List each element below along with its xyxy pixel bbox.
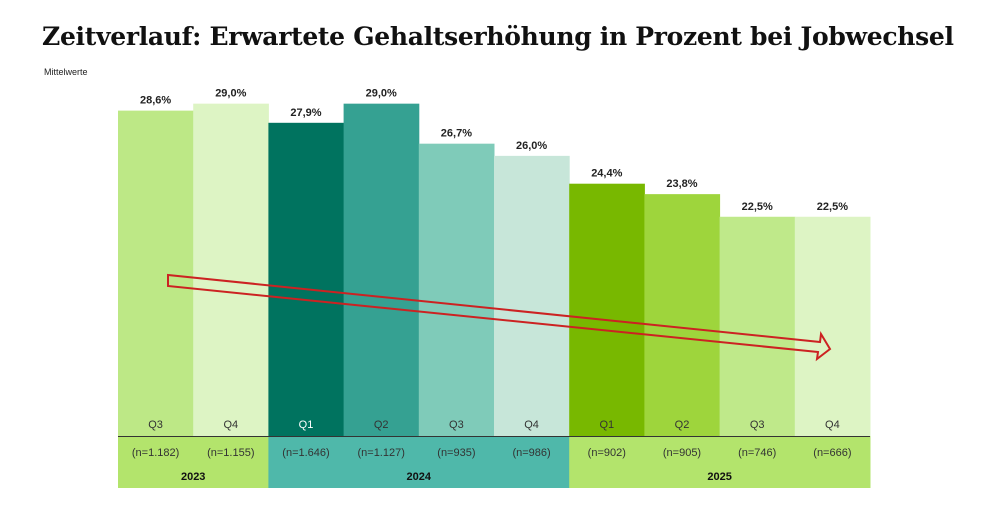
quarter-label: Q1 — [299, 419, 314, 431]
quarter-label: Q2 — [675, 419, 690, 431]
quarter-label: Q4 — [223, 419, 238, 431]
bar — [118, 110, 194, 437]
data-label: 28,6% — [140, 95, 171, 107]
sample-size-label: (n=902) — [588, 447, 626, 459]
sample-size-label: (n=1.646) — [282, 447, 329, 459]
bar — [644, 194, 721, 436]
sample-size-label: (n=1.155) — [207, 447, 254, 459]
quarter-label: Q3 — [750, 419, 765, 431]
quarter-label: Q4 — [524, 419, 539, 431]
sample-size-label: (n=1.127) — [357, 447, 404, 459]
year-band — [569, 436, 871, 488]
bar — [494, 155, 570, 437]
data-label: 27,9% — [290, 107, 321, 119]
data-label: 26,0% — [516, 140, 547, 152]
data-label: 24,4% — [591, 168, 622, 180]
bar — [418, 143, 495, 436]
year-label: 2025 — [707, 471, 731, 483]
data-label: 29,0% — [366, 88, 397, 100]
data-label: 22,5% — [817, 201, 848, 213]
data-label: 22,5% — [742, 201, 773, 213]
bar — [193, 103, 269, 436]
quarter-label: Q1 — [599, 419, 614, 431]
data-label: 26,7% — [441, 128, 472, 140]
year-label: 2023 — [181, 471, 205, 483]
chart-title: Zeitverlauf: Erwartete Gehaltserhöhung i… — [42, 22, 954, 51]
data-label: 29,0% — [215, 88, 246, 100]
sample-size-label: (n=746) — [738, 447, 776, 459]
sample-size-label: (n=666) — [813, 447, 851, 459]
year-band — [118, 436, 269, 488]
bar — [569, 183, 645, 436]
quarter-label: Q2 — [374, 419, 389, 431]
chart-subtitle: Mittelwerte — [44, 67, 88, 77]
data-label: 23,8% — [666, 178, 697, 190]
sample-size-label: (n=986) — [512, 447, 550, 459]
bar — [343, 103, 420, 436]
bar — [268, 122, 345, 437]
bar — [719, 216, 796, 436]
quarter-label: Q3 — [148, 419, 163, 431]
sample-size-label: (n=935) — [437, 447, 475, 459]
quarter-label: Q4 — [825, 419, 840, 431]
sample-size-label: (n=905) — [663, 447, 701, 459]
year-band — [268, 436, 570, 488]
year-label: 2024 — [407, 471, 432, 483]
sample-size-label: (n=1.182) — [132, 447, 179, 459]
trend-arrow-icon — [167, 273, 832, 362]
quarter-label: Q3 — [449, 419, 464, 431]
bar — [794, 216, 871, 436]
